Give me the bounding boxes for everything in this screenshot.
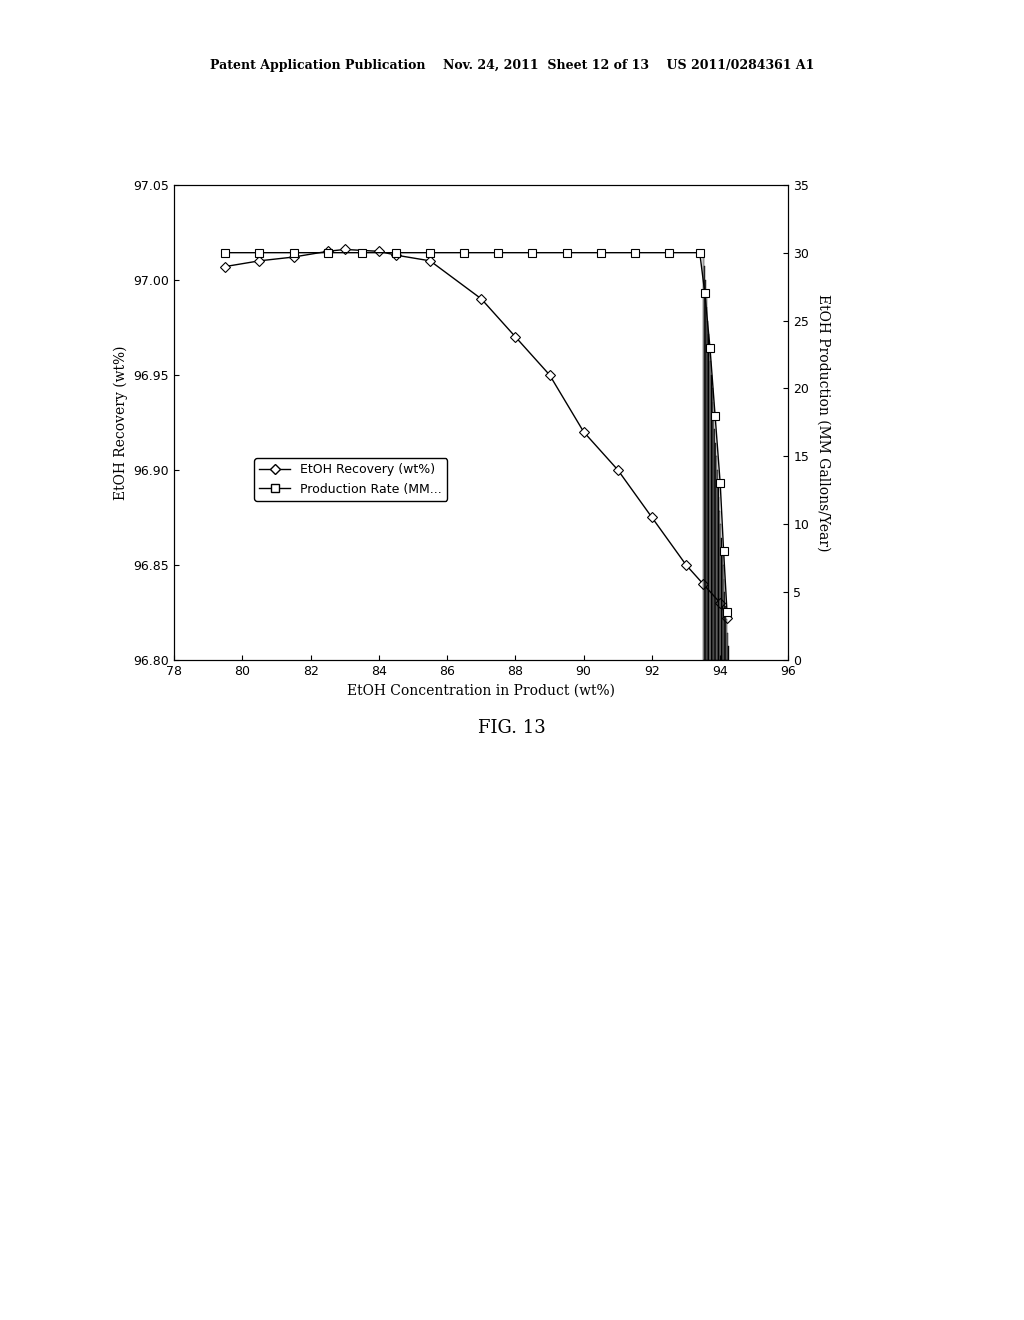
- X-axis label: EtOH Concentration in Product (wt%): EtOH Concentration in Product (wt%): [347, 684, 615, 697]
- Y-axis label: EtOH Production (MM Gallons/Year): EtOH Production (MM Gallons/Year): [816, 293, 830, 552]
- Y-axis label: EtOH Recovery (wt%): EtOH Recovery (wt%): [114, 345, 128, 500]
- Legend: EtOH Recovery (wt%), Production Rate (MM...: EtOH Recovery (wt%), Production Rate (MM…: [254, 458, 447, 500]
- Text: FIG. 13: FIG. 13: [478, 719, 546, 738]
- Text: Patent Application Publication    Nov. 24, 2011  Sheet 12 of 13    US 2011/02843: Patent Application Publication Nov. 24, …: [210, 59, 814, 73]
